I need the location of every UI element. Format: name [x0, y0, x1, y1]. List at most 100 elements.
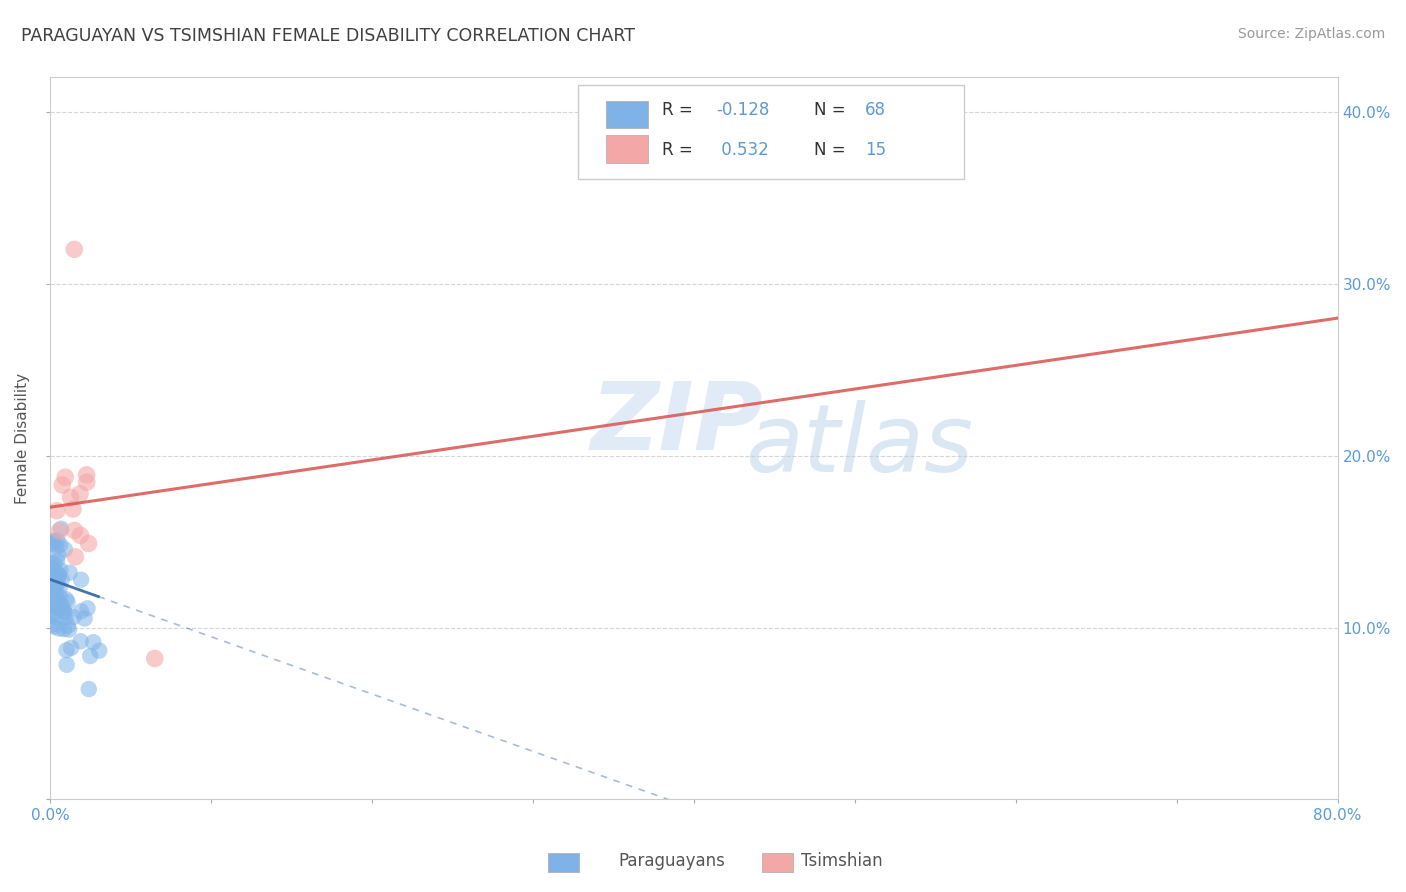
Point [45, 504, 67, 518]
Point [62, 502, 84, 516]
Point [42, 535, 65, 549]
Point [55, 592, 77, 607]
Point [76, 601, 98, 615]
Point [45, 574, 67, 588]
Point [51, 599, 73, 613]
Point [48, 601, 70, 615]
Point [55, 643, 77, 657]
Point [46, 601, 69, 615]
Point [44, 585, 66, 599]
Point [59, 566, 82, 580]
Point [70, 573, 93, 587]
Point [45, 585, 67, 599]
Text: 15: 15 [865, 141, 886, 159]
Text: 0.532: 0.532 [716, 141, 769, 159]
Point [41, 537, 63, 551]
Point [55, 657, 77, 672]
Point [45, 539, 67, 553]
Point [62, 610, 84, 624]
Point [73, 611, 96, 625]
Point [49, 563, 72, 577]
Text: N =: N = [814, 101, 851, 119]
Point [48, 589, 70, 603]
Point [44, 610, 66, 624]
Point [42, 578, 65, 592]
Point [49, 538, 72, 552]
Point [48, 596, 70, 610]
FancyBboxPatch shape [578, 85, 965, 178]
Point [89, 643, 111, 657]
Text: atlas: atlas [745, 401, 973, 491]
Point [56, 595, 79, 609]
Point [55, 610, 77, 624]
FancyBboxPatch shape [606, 101, 648, 128]
Point [48, 581, 70, 595]
Point [41, 588, 63, 602]
Point [63, 243, 86, 257]
Point [41, 582, 63, 597]
Point [69, 528, 91, 542]
Point [41, 557, 63, 571]
Point [53, 605, 76, 619]
Point [76, 475, 98, 490]
Point [46, 554, 69, 568]
Point [69, 634, 91, 648]
Point [65, 549, 87, 564]
Text: Source: ZipAtlas.com: Source: ZipAtlas.com [1237, 27, 1385, 41]
Text: ZIP: ZIP [591, 378, 763, 470]
Point [46, 533, 69, 548]
Text: R =: R = [662, 141, 697, 159]
Point [77, 536, 100, 550]
Point [63, 524, 86, 538]
Point [42, 561, 65, 575]
Point [44, 580, 66, 594]
Point [41, 607, 63, 622]
Point [59, 491, 82, 505]
Point [52, 622, 75, 636]
Point [46, 548, 69, 562]
Point [44, 556, 66, 570]
Point [48, 524, 70, 538]
Point [70, 604, 93, 618]
Point [41, 562, 63, 576]
Point [41, 591, 63, 606]
Point [143, 651, 166, 665]
Point [60, 640, 83, 655]
Point [41, 617, 63, 632]
Text: N =: N = [814, 141, 851, 159]
Text: R =: R = [662, 101, 697, 119]
Text: -0.128: -0.128 [716, 101, 769, 119]
Point [53, 606, 76, 620]
Point [48, 568, 70, 582]
Point [45, 599, 67, 614]
Text: 68: 68 [865, 101, 886, 119]
Point [51, 573, 73, 587]
Y-axis label: Female Disability: Female Disability [15, 373, 30, 504]
Point [46, 599, 69, 613]
Point [53, 470, 76, 484]
Text: Tsimshian: Tsimshian [801, 852, 883, 870]
Point [49, 522, 72, 536]
Text: PARAGUAYAN VS TSIMSHIAN FEMALE DISABILITY CORRELATION CHART: PARAGUAYAN VS TSIMSHIAN FEMALE DISABILIT… [21, 27, 636, 45]
Point [79, 648, 101, 663]
Point [41, 608, 63, 623]
Point [56, 619, 79, 633]
Point [76, 467, 98, 482]
Point [82, 635, 104, 649]
Point [46, 575, 69, 590]
Point [46, 598, 69, 612]
Point [51, 478, 73, 492]
Point [52, 603, 75, 617]
Point [42, 534, 65, 549]
Point [45, 568, 67, 582]
Text: Paraguayans: Paraguayans [619, 852, 725, 870]
Point [48, 567, 70, 582]
Point [48, 622, 70, 636]
Point [58, 623, 80, 637]
Point [77, 681, 100, 696]
Point [46, 594, 69, 608]
Point [46, 571, 69, 585]
Point [44, 620, 66, 634]
Point [69, 487, 91, 501]
FancyBboxPatch shape [606, 136, 648, 162]
